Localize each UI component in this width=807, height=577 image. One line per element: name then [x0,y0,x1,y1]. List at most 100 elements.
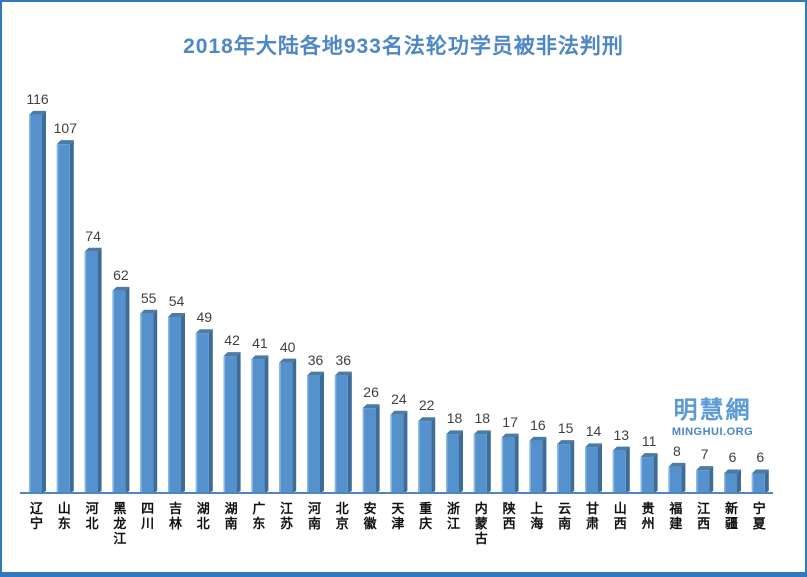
bar-value-label: 36 [307,351,324,368]
bar-side-face [486,430,491,493]
x-axis-label: 河 南 [307,501,322,531]
bar-front-face [612,450,626,493]
bar-side-face [375,404,380,493]
bar [473,430,491,493]
bar-value-label: 62 [113,266,129,283]
bar [418,417,436,493]
bar-highlight [473,434,476,493]
bar-value-label: 15 [557,420,574,437]
watermark-url: MINGHUI.ORG [671,426,754,438]
bar-value-label: 42 [224,332,240,349]
x-axis-label: 内 蒙 古 [474,501,488,546]
bar [362,404,380,493]
bar-top-face [557,440,575,445]
bar-top-face [473,430,491,435]
x-axis-label: 重 庆 [419,501,433,531]
bar [390,410,408,493]
x-axis-label: 江 西 [697,501,711,531]
bar-top-face [585,443,602,448]
bar-front-face [56,144,70,493]
bar-highlight [168,316,170,493]
bar-front-face [418,421,432,493]
bar [140,309,158,493]
bar-side-face [542,436,547,493]
bar [585,443,602,493]
bar-value-label: 17 [502,413,518,430]
bar-front-face [724,473,737,493]
bar [56,140,74,493]
bar [696,466,714,493]
bar-value-label: 26 [363,384,379,401]
bar [751,469,769,493]
bar-value-label: 41 [252,335,268,352]
bar [640,453,658,493]
x-axis-label: 辽 宁 [29,501,44,531]
x-axis-label: 山 西 [613,501,627,531]
bar-top-face [307,371,324,376]
bar-front-face [473,434,487,493]
bar-front-face [279,362,293,493]
bar-front-face [640,457,654,493]
x-axis-label: 吉 林 [168,501,183,531]
x-axis-label: 湖 北 [196,501,210,531]
bar-value-label: 8 [672,442,681,459]
bar-side-face [598,443,602,493]
bar-value-label: 18 [474,410,491,427]
x-axis-label: 山 东 [57,501,71,531]
bar-front-face [251,359,265,493]
bar-top-face [279,358,297,363]
bar-highlight [501,437,504,493]
x-axis-label: 福 建 [669,501,683,531]
bar-front-face [585,447,598,493]
bar-highlight [696,470,698,493]
bar-value-label: 49 [196,309,213,326]
bar-value-label: 24 [391,390,407,407]
x-axis-label: 天 津 [391,501,405,531]
bar-highlight [724,473,726,493]
bar-value-label: 13 [613,426,630,443]
bar-value-label: 7 [700,446,709,463]
bar-value-label: 11 [641,433,657,450]
bar-top-face [418,417,436,422]
bar-highlight [195,333,198,493]
bar [557,440,575,493]
bar-side-face [69,140,74,493]
bar-side-face [653,453,658,493]
bar-top-face [751,469,769,474]
bar-value-label: 16 [530,416,546,433]
bar-highlight [112,290,114,493]
x-axis-label: 广 东 [252,501,266,531]
bar-value-label: 6 [728,449,737,466]
bar-front-face [84,251,98,493]
bar-highlight [529,440,531,493]
x-axis-label: 浙 江 [446,501,461,531]
bar-top-face [529,436,547,441]
x-axis-label: 四 川 [141,501,155,531]
bar-front-face [751,473,765,493]
bar-highlight [362,408,365,493]
bar-front-face [307,375,320,493]
bar-side-face [153,309,158,493]
x-axis-label: 陕 西 [502,501,516,531]
bar-value-label: 36 [335,351,352,368]
bar-highlight [140,313,142,493]
bar-highlight [446,434,448,493]
bar-highlight [56,144,59,493]
bar-front-face [696,470,710,493]
bar-side-face [681,462,686,493]
bar-value-label: 6 [756,449,765,466]
bar-highlight [751,473,754,493]
bar-front-face [140,313,154,493]
bar-value-label: 55 [140,289,157,306]
x-axis-label: 甘 肃 [585,501,600,531]
x-axis-label: 河 北 [85,501,99,531]
bar-top-face [56,140,74,145]
bar-highlight [334,375,337,493]
bar-top-face [668,462,686,467]
bar-side-face [403,410,408,493]
bar-top-face [112,286,130,291]
bar-value-label: 116 [26,90,49,107]
bar-highlight [640,457,643,493]
bar-top-face [168,312,185,317]
